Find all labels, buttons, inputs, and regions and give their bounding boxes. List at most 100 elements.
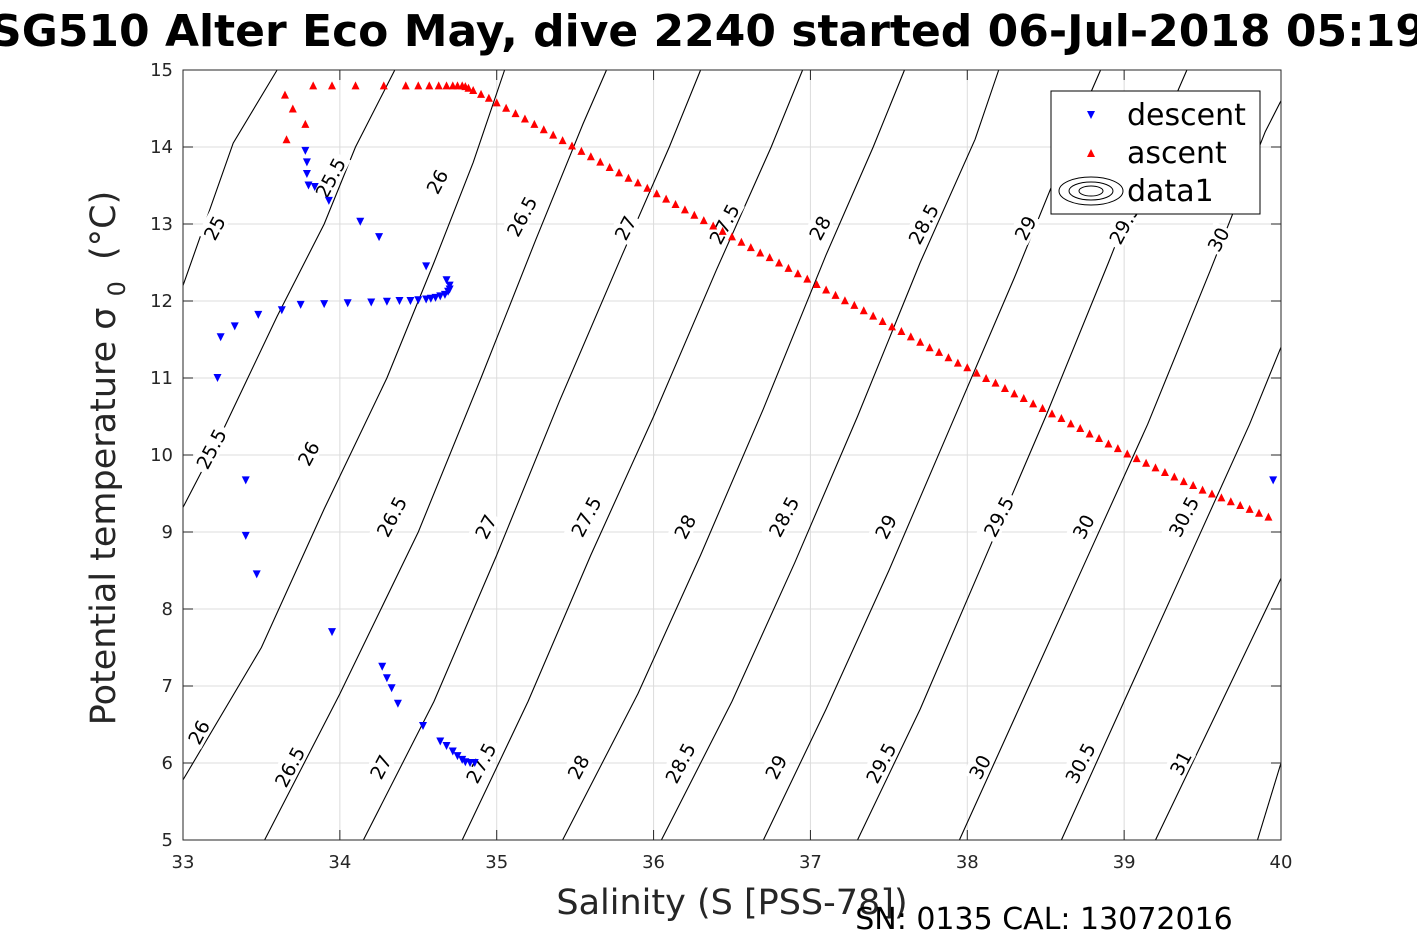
ascent-point <box>1047 409 1056 418</box>
legend-contour-icon <box>1058 176 1124 206</box>
ascent-point <box>442 81 451 90</box>
ascent-point <box>401 81 410 90</box>
ascent-point <box>577 146 586 155</box>
ascent-point <box>288 104 297 113</box>
ascent-point <box>643 183 652 192</box>
contour-label-bg <box>667 508 701 544</box>
ascent-point <box>520 114 529 123</box>
ascent-point <box>280 90 289 99</box>
ascent-point <box>991 378 1000 387</box>
ascent-point <box>351 81 360 90</box>
ascent-point <box>728 232 736 241</box>
ascent-point <box>765 253 774 262</box>
descent-point <box>343 299 352 308</box>
footnote-serial-calibration: SN: 0135 CAL: 13072016 <box>855 902 1233 937</box>
y-tick-label: 8 <box>162 599 173 620</box>
ascent-point <box>605 163 614 172</box>
isopycnal-30 <box>958 100 1282 841</box>
descent-point <box>436 737 445 746</box>
descent-point <box>302 169 311 178</box>
ascent-point <box>690 210 699 219</box>
ascent-point <box>1151 463 1160 472</box>
ascent-point <box>906 332 915 341</box>
ascent-point <box>840 296 849 305</box>
ascent-point <box>633 178 642 187</box>
descent-point <box>230 322 239 331</box>
descent-point <box>277 306 286 315</box>
contour-label-bg <box>419 163 453 199</box>
x-tick-label: 33 <box>172 852 195 873</box>
ascent-point <box>1217 493 1226 502</box>
ascent-point <box>615 168 624 177</box>
descent-point <box>387 684 396 693</box>
contour-label-bg <box>1161 488 1205 544</box>
ascent-point <box>586 152 595 161</box>
ascent-point <box>1160 467 1169 476</box>
descent-point <box>296 300 305 309</box>
y-tick-label: 15 <box>150 60 173 81</box>
descent-point <box>470 759 479 767</box>
descent-point <box>448 747 457 756</box>
contour-label-bg <box>561 748 594 784</box>
ascent-point <box>652 189 661 198</box>
ascent-point <box>878 317 887 326</box>
ascent-point <box>539 125 548 134</box>
ascent-point <box>596 157 605 166</box>
svg-text:Potential temperature σ: Potential temperature σ 0 (°C) <box>84 191 134 726</box>
ascent-point <box>671 199 680 208</box>
isopycnal-30.5 <box>1060 346 1282 841</box>
ascent-point <box>897 327 906 336</box>
contour-label-bg <box>369 488 413 544</box>
y-axis-label-subscript: 0 <box>103 281 131 296</box>
ascent-point <box>477 89 486 98</box>
ascent-point <box>944 353 953 362</box>
ascent-point <box>709 221 718 230</box>
descent-point <box>216 333 225 342</box>
contour-label-bg <box>291 435 324 471</box>
ascent-point <box>484 93 493 102</box>
descent-point <box>375 233 384 242</box>
legend: descent ascent data1 <box>1050 90 1261 215</box>
contour-label-bg <box>181 714 215 750</box>
ascent-point <box>680 205 689 214</box>
ascent-point <box>784 263 793 272</box>
ascent-point <box>1123 449 1132 458</box>
contour-label-bg <box>802 209 836 245</box>
contour-label-bg <box>468 508 502 544</box>
isopycnal-26.5 <box>264 69 608 841</box>
ascent-point <box>982 374 991 382</box>
contour-label-bg <box>657 735 701 790</box>
ascent-point <box>963 363 972 372</box>
descent-point <box>252 570 261 579</box>
ascent-point <box>558 136 567 145</box>
ascent-point <box>869 311 878 320</box>
legend-ascent-label: ascent <box>1127 136 1227 171</box>
x-tick-label: 35 <box>485 852 508 873</box>
x-tick-label: 34 <box>328 852 351 873</box>
ascent-point <box>756 248 765 257</box>
ascent-point <box>916 337 925 346</box>
y-tick-label: 9 <box>162 522 173 543</box>
ascent-point <box>972 368 981 377</box>
descent-point <box>378 662 387 671</box>
y-tick-label: 5 <box>162 830 173 851</box>
ascent-point <box>822 285 831 294</box>
ascent-point <box>568 141 577 150</box>
ascent-point <box>1255 508 1264 517</box>
data-markers <box>213 81 1278 767</box>
ascent-point <box>803 274 812 283</box>
ascent-point <box>1132 454 1141 463</box>
contour-label-bg <box>267 739 311 794</box>
isopycnal-31.5 <box>1256 762 1282 841</box>
contour-label-bg <box>868 508 902 544</box>
ascent-point <box>850 300 859 309</box>
ascent-point <box>1095 434 1104 443</box>
contour-label-bg <box>608 209 641 245</box>
x-tick-label: 39 <box>1113 852 1136 873</box>
ascent-point <box>775 258 784 267</box>
y-axis-label-unit: (°C) <box>84 191 124 260</box>
descent-point <box>367 298 376 307</box>
x-axis-label: Salinity (S [PSS-78]) <box>556 883 907 923</box>
ascent-point <box>309 81 318 90</box>
descent-point <box>254 310 263 319</box>
